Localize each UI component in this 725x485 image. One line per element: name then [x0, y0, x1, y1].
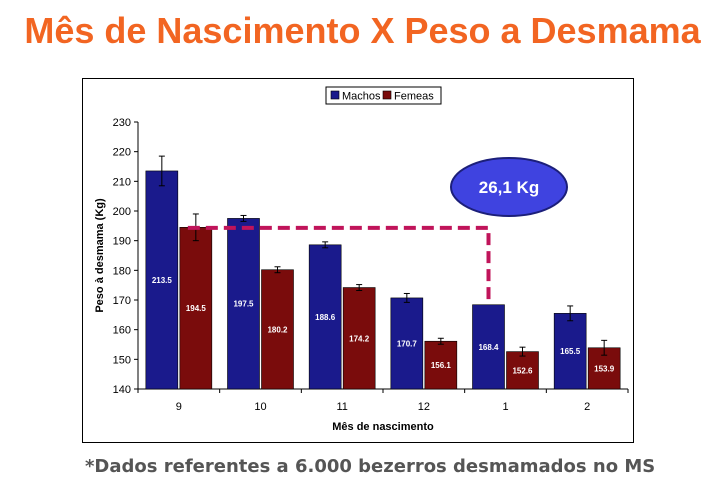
footnote: *Dados referentes a 6.000 bezerros desma… [85, 456, 656, 477]
legend-label-machos: Machos [342, 91, 381, 103]
bar-femeas-1 [506, 351, 539, 390]
legend-swatch-femeas [382, 90, 392, 100]
bar-value-label: 180.2 [267, 325, 288, 334]
y-tick-label: 220 [113, 147, 131, 159]
bar-value-label: 152.6 [512, 366, 533, 375]
bar-value-label: 153.9 [594, 364, 615, 373]
bar-value-label: 213.5 [152, 276, 173, 285]
y-tick-label: 190 [113, 236, 131, 248]
bar-machos-10 [227, 218, 260, 390]
x-tick-label: 12 [418, 401, 430, 413]
bar-machos-1 [472, 304, 505, 390]
x-tick-label: 2 [584, 401, 590, 413]
y-tick-label: 140 [113, 384, 131, 396]
y-tick-label: 180 [113, 265, 131, 277]
difference-ellipse [450, 157, 568, 217]
page-title: Mês de Nascimento X Peso a Desmama [24, 10, 701, 51]
bar-machos-9 [145, 170, 179, 390]
y-tick-label: 150 [113, 354, 131, 366]
x-tick-label: 1 [502, 401, 508, 413]
x-axis-title: Mês de nascimento [332, 421, 434, 433]
y-axis-title: Peso à desmama (Kg) [94, 198, 106, 313]
bar-machos-12 [390, 297, 424, 390]
bar-femeas-11 [342, 287, 376, 390]
bar-femeas-12 [424, 340, 458, 390]
bar-value-label: 188.6 [315, 313, 336, 322]
y-tick-label: 210 [113, 176, 131, 188]
difference-annotation-text: 26,1 Kg [479, 178, 539, 197]
chart-frame [82, 78, 634, 443]
bar-femeas-10 [261, 269, 294, 390]
y-tick-label: 160 [113, 325, 131, 337]
bar-value-label: 168.4 [478, 343, 499, 352]
y-tick-label: 170 [113, 295, 131, 307]
bar-value-label: 156.1 [431, 361, 452, 370]
bar-value-label: 197.5 [233, 300, 254, 309]
x-tick-label: 11 [336, 401, 347, 413]
bar-value-label: 170.7 [397, 339, 418, 348]
difference-dashed-line [187, 225, 491, 303]
x-tick-label: 9 [176, 401, 182, 413]
x-tick-label: 10 [254, 401, 266, 413]
legend-label-femeas: Femeas [394, 91, 434, 103]
bar-machos-2 [553, 313, 587, 390]
legend-swatch-machos [330, 90, 340, 100]
bar-machos-11 [308, 244, 342, 390]
y-tick-label: 200 [113, 206, 131, 218]
bar-value-label: 165.5 [560, 347, 581, 356]
bar-value-label: 194.5 [186, 304, 207, 313]
bar-value-label: 174.2 [349, 334, 370, 343]
y-tick-label: 230 [113, 117, 131, 129]
